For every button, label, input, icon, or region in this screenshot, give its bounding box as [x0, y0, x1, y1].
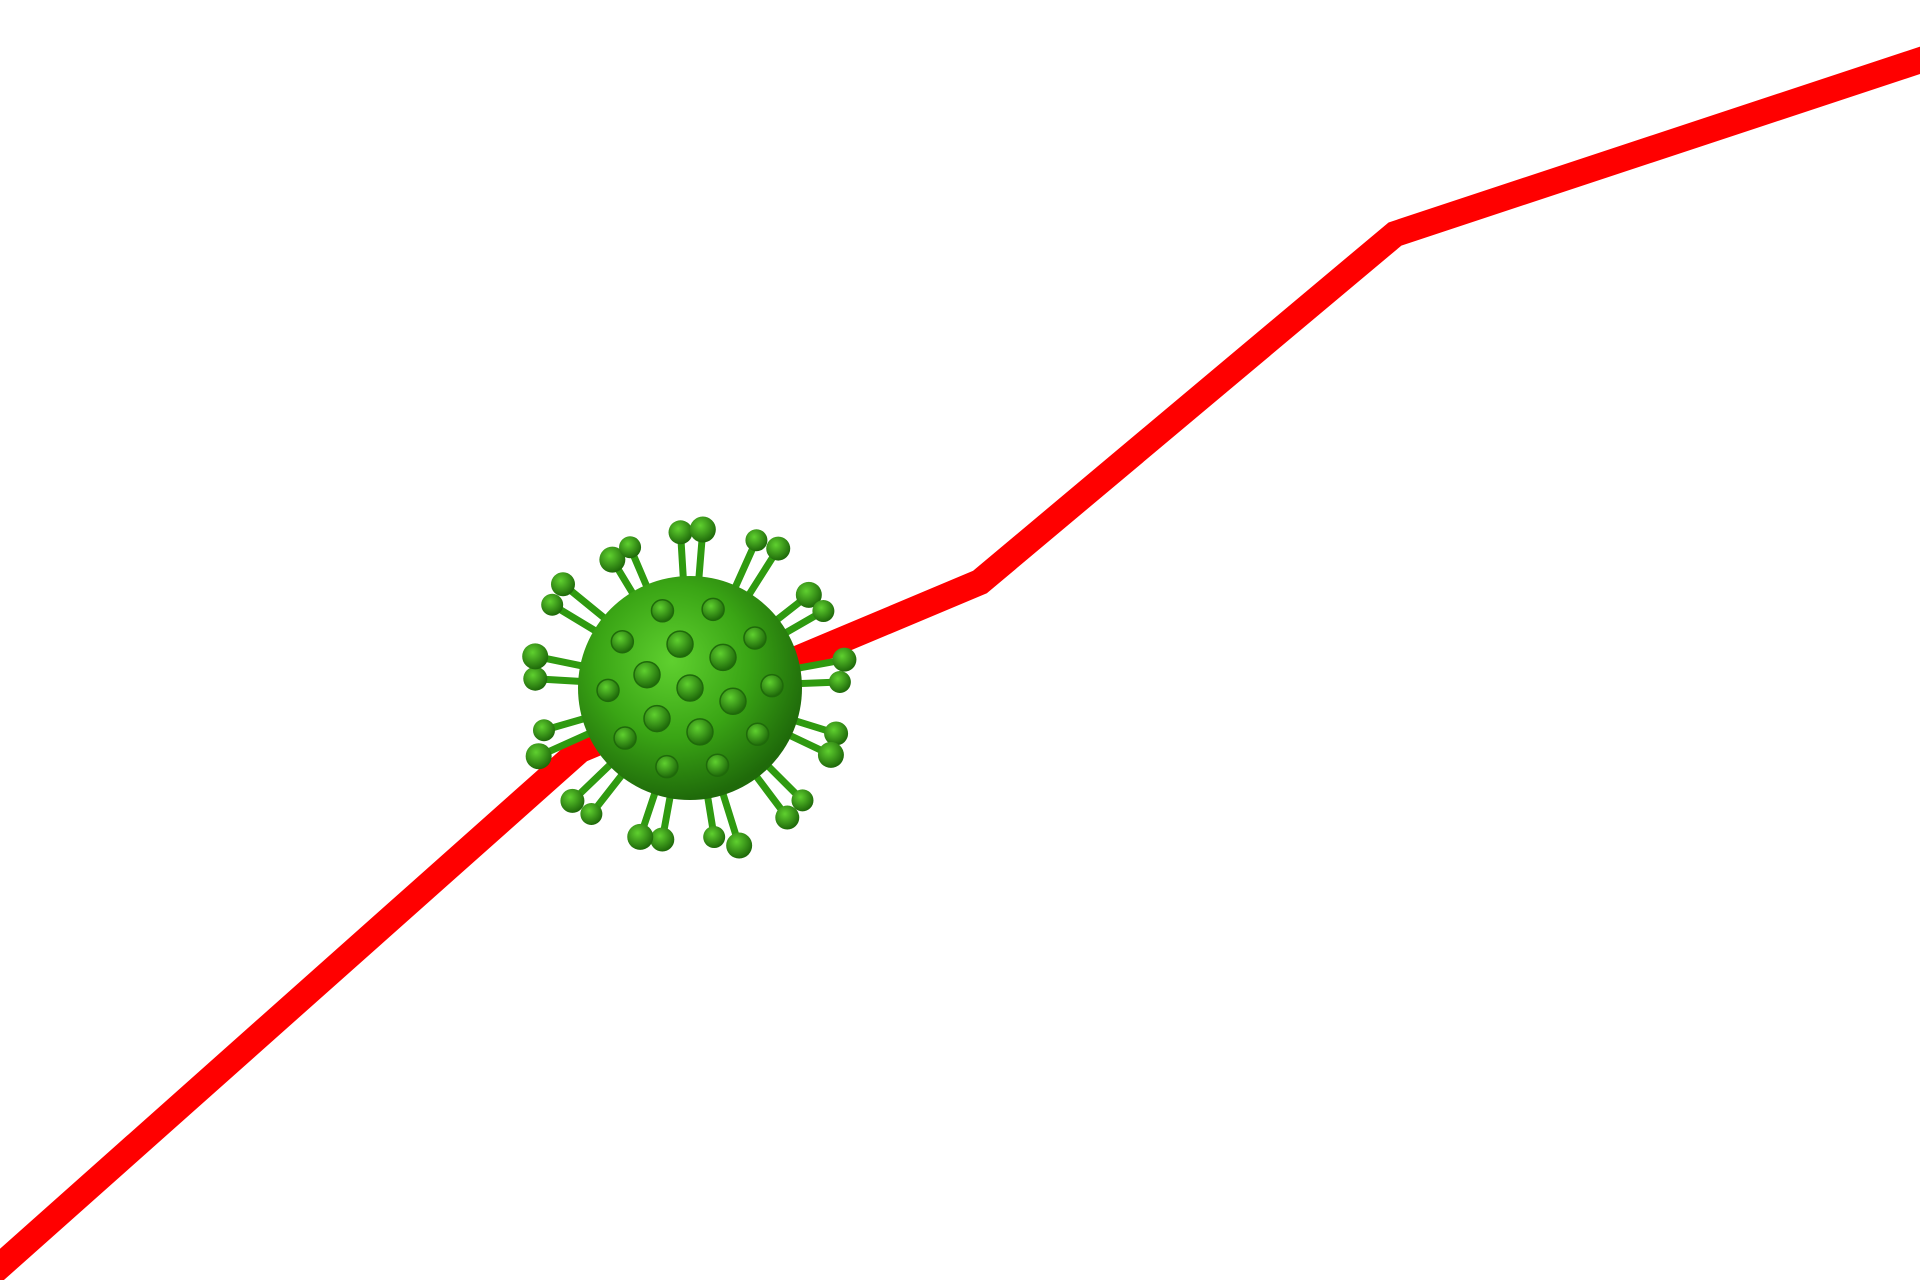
trend-line	[0, 46, 1920, 1280]
virus-spike-bulb	[560, 788, 585, 813]
coronavirus-icon	[522, 516, 857, 859]
virus-surface-knob	[650, 599, 675, 623]
virus-spike-bulb	[523, 666, 548, 691]
virus-spike-bulb	[745, 529, 768, 552]
virus-spike-bulb	[775, 805, 800, 830]
virus-surface-knob	[610, 629, 635, 654]
virus-spike-bulb	[668, 520, 693, 545]
virus-surface-knob	[655, 754, 679, 779]
virus-surface-knobs	[596, 597, 784, 779]
virus-spike-bulb	[795, 581, 822, 608]
virus-spike-bulb	[832, 647, 857, 672]
virus-spike-bulb	[619, 536, 642, 559]
virus-spike-bulb	[703, 826, 726, 849]
virus-surface-knob	[633, 660, 661, 689]
virus-spike-bulb	[599, 546, 626, 573]
virus-surface-knob	[666, 630, 694, 658]
virus-spike-bulb	[689, 516, 716, 543]
virus-surface-knob	[701, 597, 725, 622]
virus-surface-knob	[743, 626, 767, 650]
virus-spike-bulb	[525, 743, 552, 770]
virus-surface-knob	[686, 718, 714, 746]
virus-spike-bulb	[550, 572, 575, 597]
virus-spike-bulb	[627, 823, 654, 850]
virus-surface-knob	[643, 704, 671, 733]
virus-spike-bulb	[522, 643, 549, 670]
virus-spike-bulb	[541, 593, 564, 616]
virus-spike-bulb	[791, 789, 814, 812]
virus-spike-bulb	[580, 802, 603, 825]
virus-surface-knob	[613, 726, 637, 750]
virus-spike-bulb	[532, 719, 555, 742]
virus-surface-knob	[676, 674, 704, 702]
virus-spike-bulb	[812, 600, 835, 623]
virus-spike-bulb	[828, 671, 851, 694]
virus-spike-bulb	[766, 536, 791, 561]
virus-spikes	[522, 516, 857, 859]
virus-spike-bulb	[650, 827, 675, 852]
virus-surface-knob	[705, 753, 730, 777]
virus-spike-bulb	[726, 832, 753, 859]
virus-surface-knob	[596, 678, 620, 703]
virus-surface-knob	[709, 643, 737, 672]
virus-surface-knob	[745, 722, 770, 747]
virus-surface-knob	[719, 687, 747, 716]
virus-surface-knob	[760, 673, 784, 698]
virus-spike-bulb	[817, 741, 844, 768]
virus-spike-bulb	[824, 721, 849, 746]
